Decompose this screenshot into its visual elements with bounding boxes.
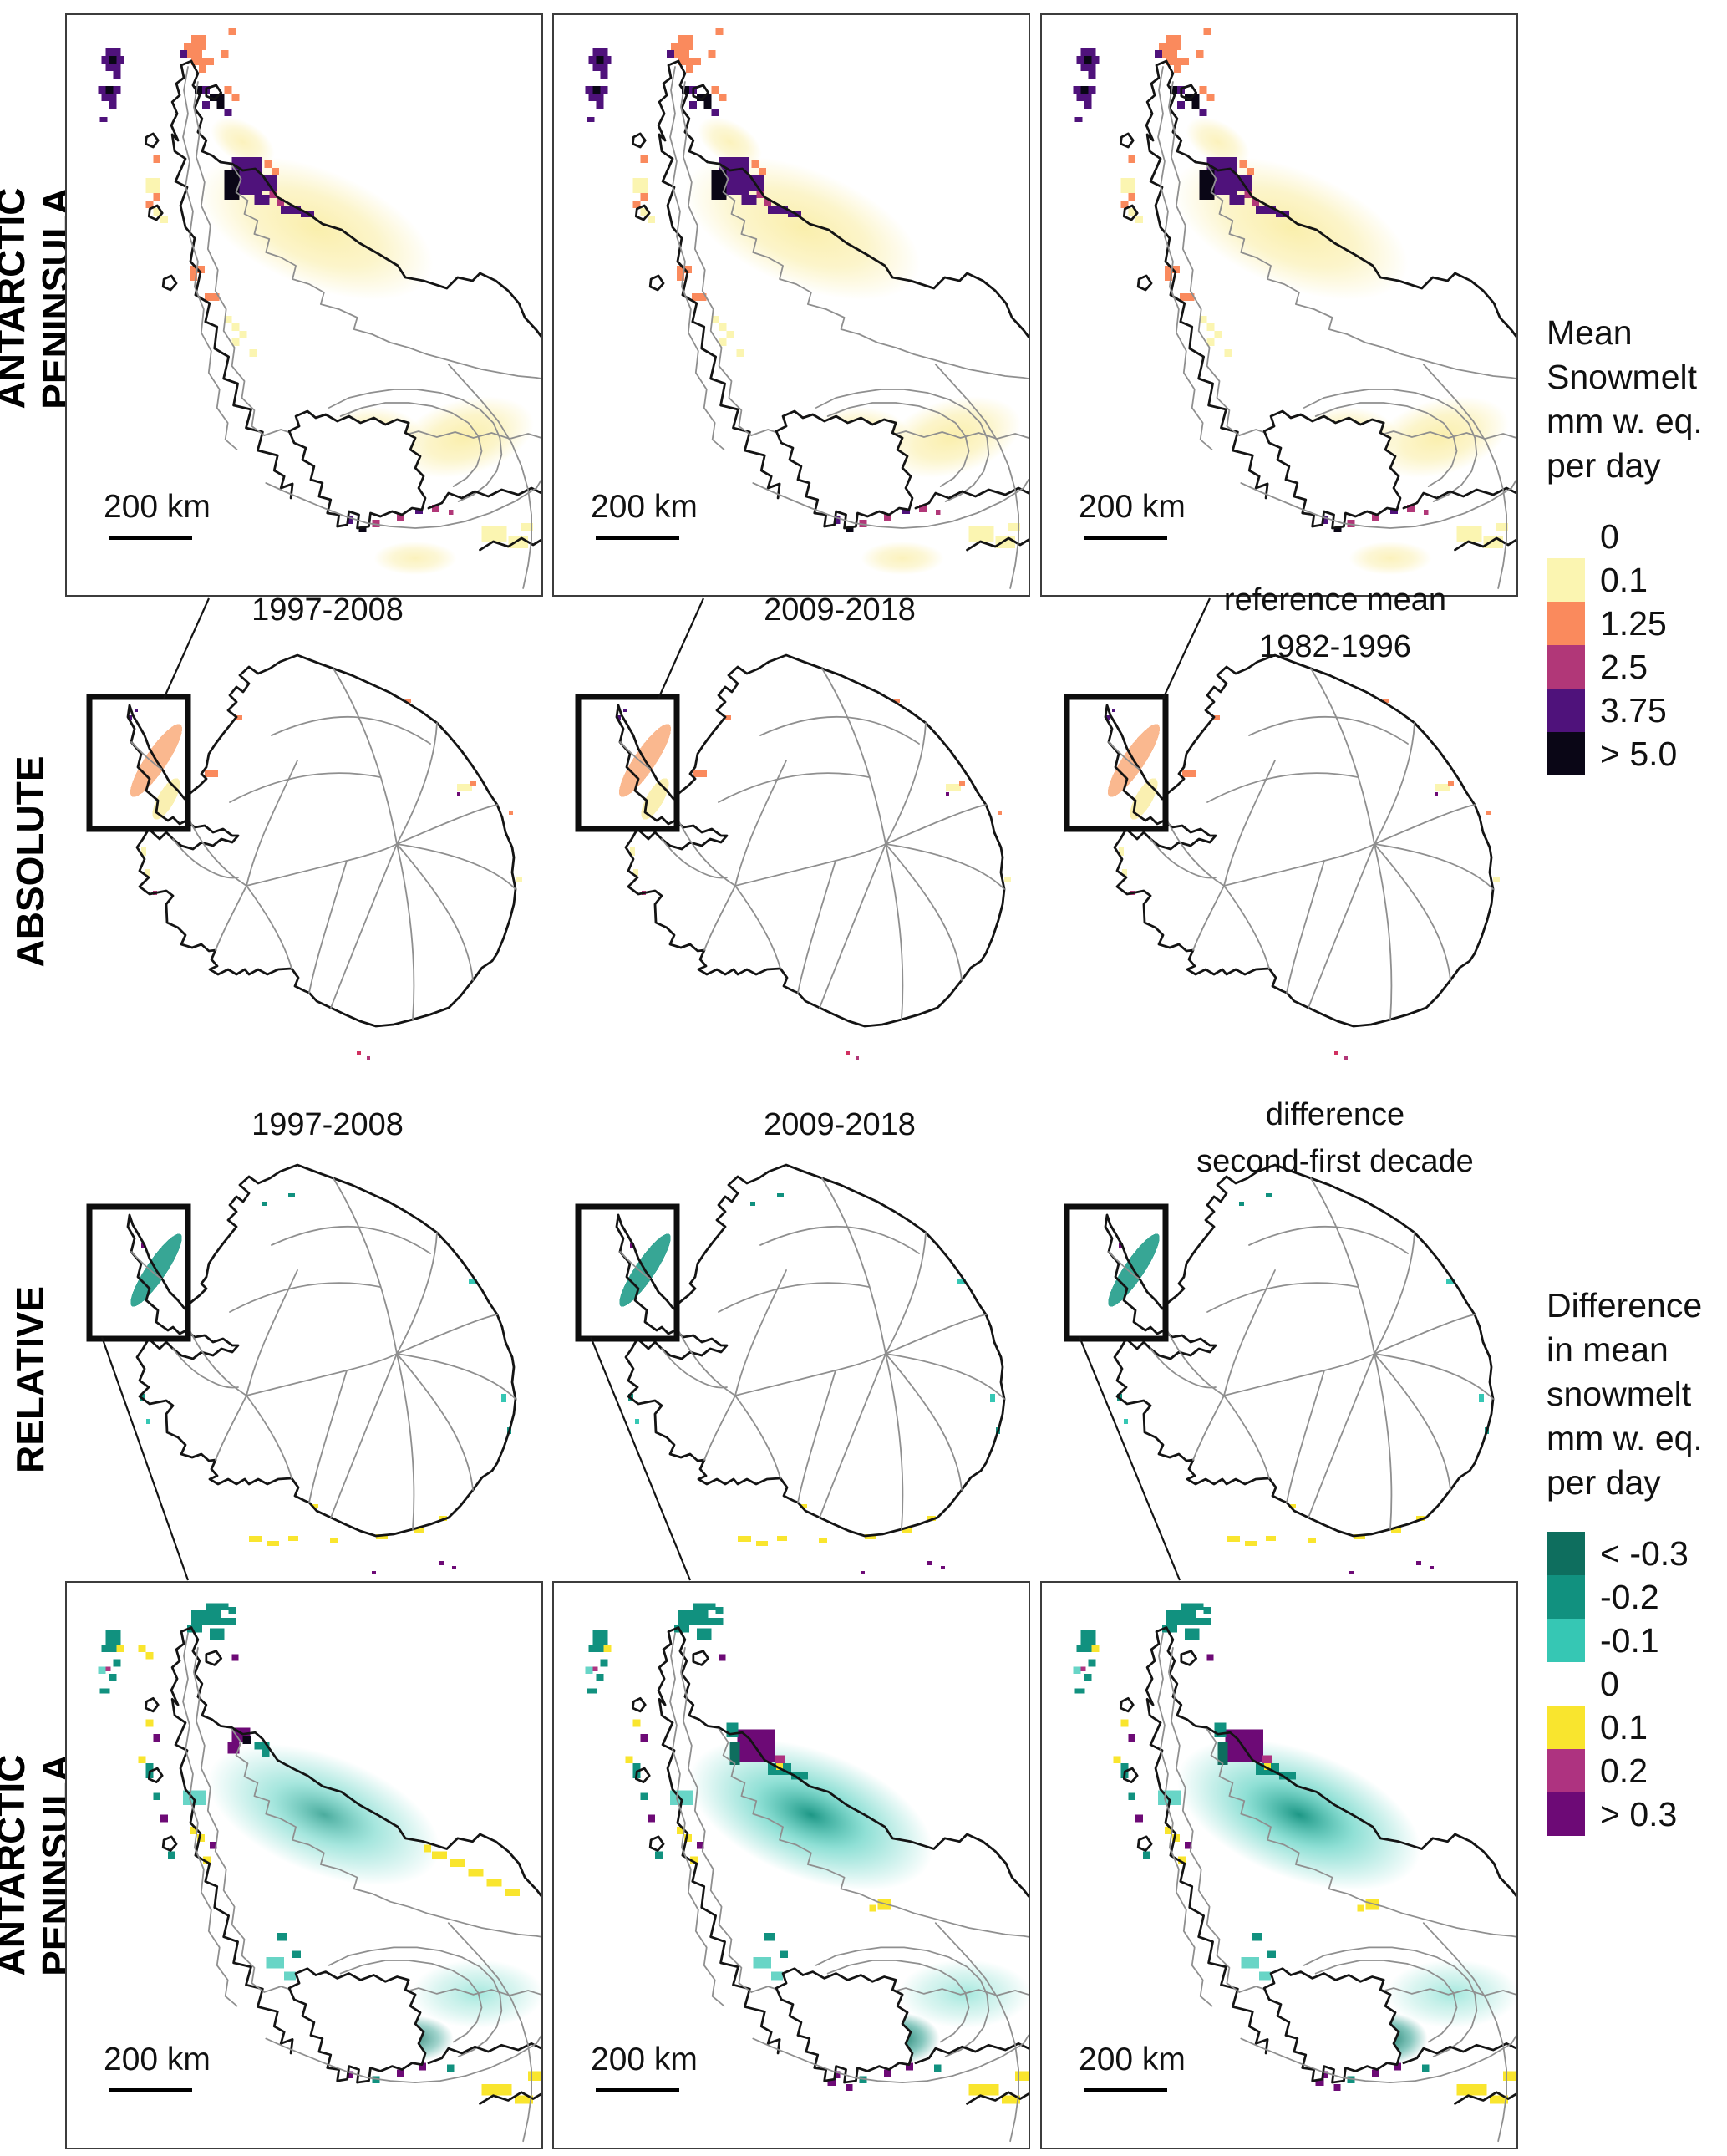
col-title-line2: second-first decade [1196, 1144, 1474, 1179]
antarctica-map-absolute-2 [568, 635, 1036, 1070]
scale-bar: 200 km [1079, 2042, 1186, 2092]
antarctica-map-absolute-1 [79, 635, 547, 1070]
legend-swatch [1547, 1706, 1585, 1749]
legend-swatch [1547, 1532, 1585, 1575]
legend-entry: -0.2 [1547, 1575, 1727, 1619]
col-title-line1: reference mean [1223, 582, 1447, 618]
legend-entry: < -0.3 [1547, 1532, 1727, 1575]
legend-entry-label: 0 [1600, 516, 1619, 556]
legend-entry-label: 1.25 [1600, 603, 1667, 643]
panel-peninsula-relative-3: 200 km [1040, 1581, 1518, 2149]
legend-swatch [1547, 1792, 1585, 1836]
panel-peninsula-absolute-3: 200 km [1040, 13, 1518, 597]
scale-bar-label: 200 km [591, 2042, 698, 2077]
legend-swatch [1547, 689, 1585, 732]
legend-entry-label: 0 [1600, 1664, 1619, 1703]
legend-entry: 3.75 [1547, 689, 1727, 732]
legend-entry: 0.2 [1547, 1749, 1727, 1792]
legend-entry-label: > 0.3 [1600, 1794, 1678, 1833]
legend-entry: > 0.3 [1547, 1792, 1727, 1836]
col-title-line1: 1997-2008 [251, 592, 404, 628]
col-title-absolute-3: reference mean 1982-1996 [1101, 577, 1569, 670]
legend-entry-label: 3.75 [1600, 690, 1667, 730]
scale-bar-line [596, 536, 679, 540]
scale-bar-label: 200 km [104, 2042, 211, 2077]
legend-entry: 2.5 [1547, 645, 1727, 689]
scale-bar-line [596, 2088, 679, 2092]
legend-entry: > 5.0 [1547, 732, 1727, 775]
scale-bar: 200 km [104, 489, 211, 540]
col-title-relative-3: difference second-first decade [1101, 1091, 1569, 1185]
legend-entry-label: 0.1 [1600, 1707, 1648, 1747]
legend-entry: 0 [1547, 1662, 1727, 1706]
scale-bar: 200 km [104, 2042, 211, 2092]
row-label-relative: RELATIVE [8, 1285, 52, 1474]
legend-title: Difference in mean snowmelt mm w. eq. pe… [1547, 1286, 1703, 1502]
scale-bar-line [109, 536, 192, 540]
col-title-relative-2: 2009-2018 [606, 1101, 1074, 1148]
legend-difference-snowmelt: Difference in mean snowmelt mm w. eq. pe… [1547, 1284, 1727, 1836]
legend-entry: 0.1 [1547, 558, 1727, 602]
row-label-absolute: ABSOLUTE [8, 755, 52, 968]
legend-swatch [1547, 515, 1585, 558]
col-title-absolute-1: 1997-2008 [94, 587, 561, 633]
col-title-line1: 1997-2008 [251, 1107, 404, 1142]
legend-title: Mean Snowmelt mm w. eq. per day [1547, 313, 1703, 485]
col-title-relative-1: 1997-2008 [94, 1101, 561, 1148]
panel-peninsula-absolute-2: 200 km [552, 13, 1030, 597]
panel-peninsula-relative-2: 200 km [552, 1581, 1030, 2149]
legend-mean-snowmelt: Mean Snowmelt mm w. eq. per day 0 0.1 1.… [1547, 311, 1727, 775]
col-title-line1: 2009-2018 [764, 592, 916, 628]
legend-entry-label: 2.5 [1600, 647, 1648, 686]
scale-bar: 200 km [591, 2042, 698, 2092]
col-title-absolute-2: 2009-2018 [606, 587, 1074, 633]
legend-entry-label: < -0.3 [1600, 1533, 1689, 1573]
legend-swatch [1547, 645, 1585, 689]
legend-entries: < -0.3 -0.2 -0.1 0 0.1 0.2 [1547, 1532, 1727, 1836]
scale-bar-line [1084, 2088, 1167, 2092]
legend-entry: 1.25 [1547, 602, 1727, 645]
panel-peninsula-absolute-1: 200 km [65, 13, 543, 597]
legend-entry-label: -0.1 [1600, 1620, 1659, 1660]
legend-swatch [1547, 602, 1585, 645]
legend-swatch [1547, 732, 1585, 775]
antarctica-map-relative-2 [568, 1145, 1036, 1579]
scale-bar-label: 200 km [104, 489, 211, 525]
legend-entry: 0 [1547, 515, 1727, 558]
scale-bar-label: 200 km [591, 489, 698, 525]
legend-swatch [1547, 558, 1585, 602]
scale-bar: 200 km [1079, 489, 1186, 540]
antarctica-map-relative-3 [1057, 1145, 1525, 1579]
scale-bar-label: 200 km [1079, 489, 1186, 525]
antarctica-map-relative-1 [79, 1145, 547, 1579]
legend-swatch [1547, 1749, 1585, 1792]
col-title-line1: 2009-2018 [764, 1107, 916, 1142]
legend-entry-label: -0.2 [1600, 1577, 1659, 1616]
legend-swatch [1547, 1619, 1585, 1662]
legend-entry-label: 0.2 [1600, 1751, 1648, 1790]
col-title-line1: difference [1265, 1097, 1405, 1132]
scale-bar-line [109, 2088, 192, 2092]
legend-entries: 0 0.1 1.25 2.5 3.75 > 5.0 [1547, 515, 1727, 775]
scale-bar-line [1084, 536, 1167, 540]
legend-entry-label: > 5.0 [1600, 734, 1678, 773]
panel-peninsula-relative-1: 200 km [65, 1581, 543, 2149]
antarctica-map-absolute-3 [1057, 635, 1525, 1070]
legend-entry: -0.1 [1547, 1619, 1727, 1662]
legend-swatch [1547, 1662, 1585, 1706]
legend-swatch [1547, 1575, 1585, 1619]
scale-bar-label: 200 km [1079, 2042, 1186, 2077]
legend-entry: 0.1 [1547, 1706, 1727, 1749]
scale-bar: 200 km [591, 489, 698, 540]
legend-entry-label: 0.1 [1600, 560, 1648, 599]
